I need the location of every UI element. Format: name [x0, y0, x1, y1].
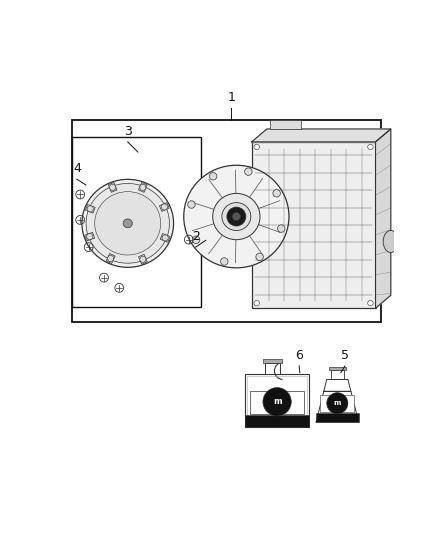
Circle shape — [263, 387, 291, 416]
Bar — [159, 203, 170, 212]
Circle shape — [273, 190, 280, 197]
Bar — [331, 370, 344, 379]
Bar — [106, 254, 115, 263]
Text: 4: 4 — [73, 162, 81, 175]
Ellipse shape — [102, 199, 153, 248]
Bar — [270, 120, 301, 129]
Circle shape — [254, 301, 259, 306]
Circle shape — [245, 168, 252, 175]
Ellipse shape — [95, 192, 161, 255]
Circle shape — [278, 225, 285, 232]
Ellipse shape — [120, 215, 136, 231]
Circle shape — [188, 201, 195, 208]
Circle shape — [254, 144, 259, 150]
Circle shape — [140, 256, 146, 262]
Bar — [85, 205, 95, 213]
Circle shape — [161, 204, 167, 210]
Circle shape — [87, 233, 93, 240]
Ellipse shape — [123, 219, 132, 228]
Bar — [328, 367, 346, 370]
Bar — [85, 232, 95, 241]
Bar — [245, 374, 309, 427]
Circle shape — [232, 213, 240, 221]
Ellipse shape — [110, 206, 146, 241]
Ellipse shape — [222, 203, 251, 230]
Text: 3: 3 — [124, 125, 132, 138]
Circle shape — [162, 235, 168, 241]
Bar — [138, 254, 147, 264]
Circle shape — [110, 184, 116, 190]
Bar — [320, 395, 354, 412]
Bar — [72, 137, 201, 306]
Bar — [263, 359, 282, 363]
Circle shape — [368, 144, 373, 150]
Bar — [108, 182, 117, 192]
Text: m: m — [273, 397, 281, 406]
Bar — [72, 120, 381, 322]
Circle shape — [327, 393, 348, 414]
Circle shape — [209, 173, 217, 180]
Circle shape — [227, 207, 246, 226]
Text: 2: 2 — [192, 230, 200, 243]
Bar — [250, 391, 304, 414]
Bar — [265, 363, 280, 374]
Circle shape — [192, 236, 200, 244]
Polygon shape — [324, 379, 351, 391]
Ellipse shape — [86, 183, 170, 263]
Circle shape — [87, 206, 93, 212]
Text: 5: 5 — [341, 349, 349, 362]
Ellipse shape — [116, 212, 140, 235]
Circle shape — [108, 255, 114, 262]
Polygon shape — [375, 129, 391, 308]
Bar — [251, 142, 375, 308]
Ellipse shape — [184, 165, 289, 268]
Text: 1: 1 — [227, 91, 235, 104]
Polygon shape — [316, 391, 359, 422]
Circle shape — [221, 258, 228, 265]
Circle shape — [140, 184, 146, 190]
Bar — [160, 233, 170, 242]
Circle shape — [368, 301, 373, 306]
Text: m: m — [334, 400, 341, 406]
Ellipse shape — [383, 230, 399, 253]
Ellipse shape — [213, 193, 260, 240]
Bar — [245, 415, 309, 427]
Ellipse shape — [82, 179, 173, 268]
Bar — [138, 182, 147, 192]
Circle shape — [256, 253, 263, 261]
Text: 6: 6 — [295, 349, 303, 362]
Bar — [316, 413, 359, 422]
Bar — [247, 376, 307, 425]
Polygon shape — [251, 129, 391, 142]
